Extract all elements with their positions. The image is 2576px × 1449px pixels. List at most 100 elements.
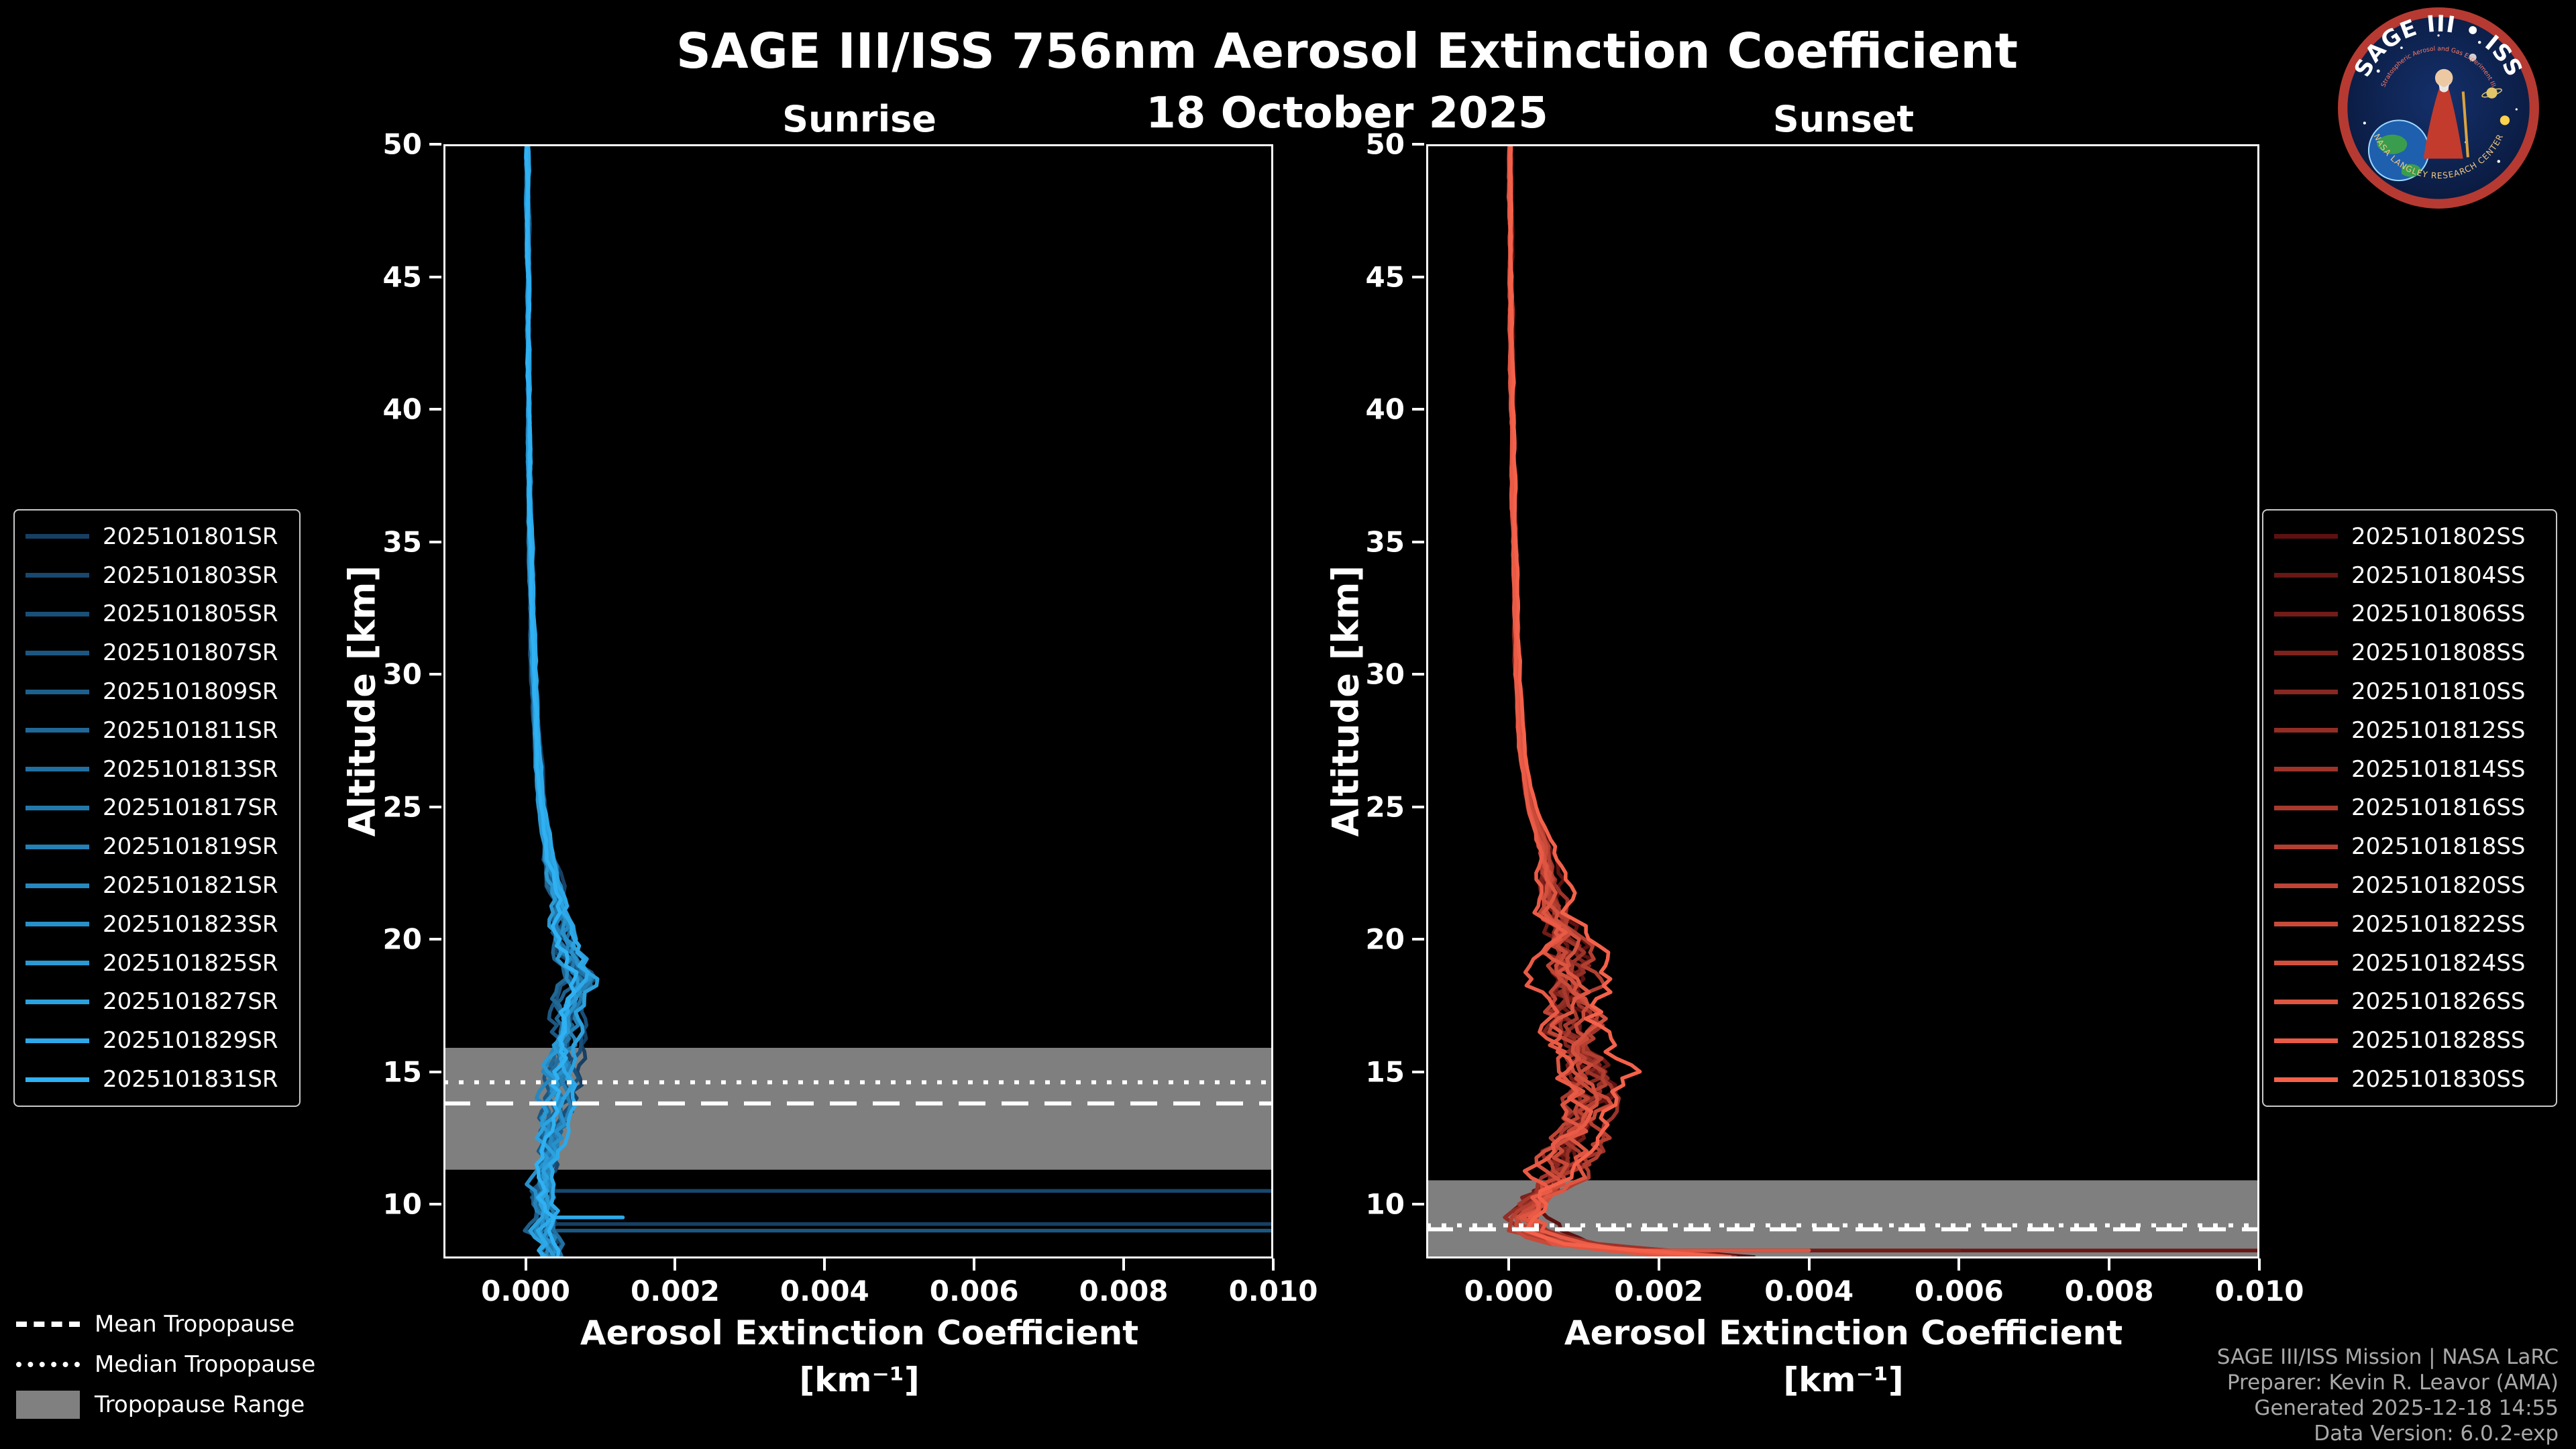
tropopause-range-legend-item: Tropopause Range (16, 1385, 315, 1425)
legend-label: 2025101813SR (103, 755, 278, 783)
y-tick-mark (1412, 1070, 1424, 1073)
profile-line-2025101812SS (1503, 144, 1703, 1258)
legend-entry: 2025101821SR (23, 867, 291, 905)
attribution-line-preparer: Preparer: Kevin R. Leavor (AMA) (2226, 1371, 2559, 1395)
x-tick-mark (973, 1258, 976, 1271)
legend-entry: 2025101813SR (23, 750, 291, 788)
legend-line-swatch (2274, 767, 2338, 772)
legend-label: 2025101827SR (103, 988, 278, 1016)
profile-line-2025101830SS (1508, 144, 1732, 1258)
y-axis-label-sunset: Altitude [km] (1324, 565, 1367, 837)
legend-entry: 2025101810SS (2271, 673, 2548, 711)
y-tick-label: 45 (1365, 260, 1405, 293)
legend-entry: 2025101803SR (23, 556, 291, 594)
y-tick-label: 45 (382, 260, 422, 293)
legend-label: 2025101814SS (2351, 755, 2526, 783)
mean-tropopause-swatch (16, 1322, 80, 1327)
y-tick-mark (429, 805, 441, 808)
legend-entry: 2025101831SR (23, 1061, 291, 1099)
y-tick-label: 20 (382, 922, 422, 956)
panel-title-sunrise: Sunrise (782, 98, 936, 140)
legend-label: 2025101811SR (103, 716, 278, 744)
x-tick-label: 0.004 (780, 1275, 869, 1307)
legend-label: 2025101810SS (2351, 678, 2526, 706)
legend-label: 2025101805SR (103, 600, 278, 628)
legend-entry: 2025101805SR (23, 595, 291, 633)
legend-line-swatch (2274, 961, 2338, 966)
plot-canvas (1426, 144, 2259, 1258)
legend-entry: 2025101824SS (2271, 944, 2548, 982)
y-tick-label: 50 (382, 127, 422, 161)
attribution-line-mission: SAGE III/ISS Mission | NASA LaRC (2216, 1345, 2559, 1369)
sunset-legend: 2025101802SS 2025101804SS 2025101806SS 2025… (2262, 509, 2557, 1107)
profile-line-2025101828SS (1507, 144, 1697, 1258)
legend-label: 2025101828SS (2351, 1027, 2526, 1055)
legend-entry: 2025101816SS (2271, 789, 2548, 827)
y-tick-label: 15 (1365, 1055, 1405, 1089)
legend-entry: 2025101828SS (2271, 1022, 2548, 1060)
legend-label: 2025101806SS (2351, 600, 2526, 628)
legend-line-swatch (25, 728, 89, 733)
attribution-line-generated: Generated 2025-12-18 14:55 (2254, 1396, 2559, 1420)
tropopause-range-band (443, 1047, 1273, 1170)
y-tick-mark (1412, 938, 1424, 941)
legend-entry: 2025101823SR (23, 905, 291, 943)
x-tick-mark (2258, 1258, 2261, 1271)
profile-line-2025101802SS (1507, 144, 1756, 1258)
moon-icon (2469, 53, 2477, 62)
y-tick-label: 40 (382, 392, 422, 426)
legend-entry: 2025101802SS (2271, 517, 2548, 555)
y-tick-label: 25 (382, 790, 422, 823)
x-axis-units-sunset: [km⁻¹] (1783, 1360, 1904, 1399)
legend-label: 2025101807SR (103, 639, 278, 667)
legend-line-swatch (25, 534, 89, 539)
tropopause-legend: Mean Tropopause Median Tropopause Tropop… (16, 1304, 315, 1425)
x-tick-label: 0.006 (929, 1275, 1019, 1307)
legend-label: 2025101816SS (2351, 794, 2526, 822)
legend-label: 2025101829SR (103, 1027, 278, 1055)
legend-label: 2025101803SR (103, 561, 278, 589)
attribution: SAGE III/ISS Mission | NASA LaRC Prepare… (2217, 1344, 2559, 1446)
sunrise-plot-area: 10 15 20 25 30 35 40 45 50 0.000 0.002 0.004 0.006 0.… (383, 128, 1318, 1308)
y-tick-mark (1412, 1203, 1424, 1206)
sunrise-legend: 2025101801SR 2025101803SR 2025101805SR 2025… (13, 509, 301, 1107)
y-tick-label: 35 (1365, 525, 1405, 558)
x-tick-mark (674, 1258, 677, 1271)
legend-label: 2025101817SR (103, 794, 278, 822)
legend-entry: 2025101804SS (2271, 556, 2548, 594)
legend-line-swatch (25, 883, 89, 888)
legend-line-swatch (25, 961, 89, 966)
y-tick-mark (429, 1203, 441, 1206)
median-tropopause-label: Median Tropopause (95, 1351, 316, 1378)
legend-line-swatch (2274, 1038, 2338, 1043)
legend-label: 2025101820SS (2351, 872, 2526, 900)
x-tick-mark (1122, 1258, 1126, 1271)
legend-entry: 2025101827SR (23, 983, 291, 1021)
legend-line-swatch (25, 1038, 89, 1043)
legend-line-swatch (25, 611, 89, 616)
legend-entry: 2025101807SR (23, 634, 291, 672)
x-tick-mark (1807, 1258, 1811, 1271)
legend-line-swatch (25, 650, 89, 655)
panel-title-sunset: Sunset (1772, 98, 1915, 140)
legend-line-swatch (25, 844, 89, 849)
legend-entry: 2025101822SS (2271, 905, 2548, 943)
profile-line-2025101831SR (524, 144, 579, 1258)
legend-entry: 2025101820SS (2271, 867, 2548, 905)
y-tick-label: 10 (1365, 1187, 1405, 1221)
legend-line-swatch (25, 1077, 89, 1082)
y-tick-label: 50 (1365, 127, 1405, 161)
x-tick-label: 0.008 (2064, 1275, 2154, 1307)
profile-line-2025101804SS (1507, 144, 2259, 1258)
y-tick-label: 20 (1365, 922, 1405, 956)
x-tick-label: 0.002 (631, 1275, 720, 1307)
legend-entry: 2025101830SS (2271, 1061, 2548, 1099)
y-tick-mark (1412, 673, 1424, 676)
sun-icon (2500, 115, 2510, 125)
y-tick-mark (429, 275, 441, 278)
legend-entry: 2025101829SR (23, 1022, 291, 1060)
x-axis-units-sunrise: [km⁻¹] (799, 1360, 920, 1399)
legend-label: 2025101804SS (2351, 561, 2526, 589)
y-tick-mark (1412, 805, 1424, 808)
